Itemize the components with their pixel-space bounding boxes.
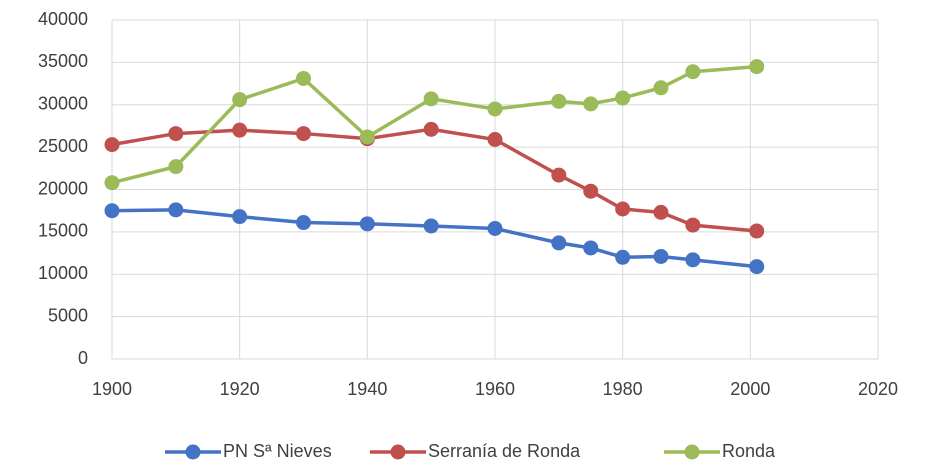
x-tick-label: 1940 xyxy=(347,379,387,399)
data-point xyxy=(615,201,631,217)
data-point xyxy=(653,80,669,96)
data-point xyxy=(685,64,701,80)
data-point xyxy=(551,235,567,251)
y-tick-label: 35000 xyxy=(38,51,88,71)
data-point xyxy=(296,126,311,142)
legend-label: PN Sª Nieves xyxy=(223,441,332,461)
data-point xyxy=(653,204,669,220)
data-point xyxy=(104,137,120,153)
data-point xyxy=(615,249,631,265)
data-point xyxy=(749,259,765,275)
data-point xyxy=(168,159,184,175)
data-point xyxy=(653,248,669,264)
data-point xyxy=(359,216,375,232)
data-point xyxy=(423,121,439,137)
data-point xyxy=(104,175,120,191)
y-tick-label: 40000 xyxy=(38,9,88,29)
data-point xyxy=(487,101,503,117)
data-point xyxy=(423,218,439,234)
data-point xyxy=(104,203,120,219)
data-point xyxy=(232,122,248,138)
data-point xyxy=(685,217,701,233)
data-point xyxy=(359,129,375,145)
y-tick-label: 15000 xyxy=(38,221,88,241)
data-point xyxy=(487,220,503,236)
x-tick-label: 1960 xyxy=(475,379,515,399)
data-point xyxy=(551,93,567,109)
x-tick-label: 2000 xyxy=(730,379,770,399)
data-point xyxy=(685,252,701,268)
x-tick-label: 2020 xyxy=(858,379,898,399)
legend-marker xyxy=(185,444,201,460)
data-point xyxy=(296,215,311,231)
data-point xyxy=(551,167,567,183)
data-point xyxy=(583,183,599,199)
data-point xyxy=(583,240,599,256)
data-point xyxy=(168,202,184,218)
legend-marker xyxy=(684,444,700,460)
y-tick-label: 30000 xyxy=(38,94,88,114)
data-point xyxy=(232,209,248,225)
y-tick-label: 10000 xyxy=(38,263,88,283)
data-point xyxy=(232,92,248,108)
legend-label: Serranía de Ronda xyxy=(428,441,581,461)
data-point xyxy=(749,59,765,75)
data-point xyxy=(296,70,311,86)
data-point xyxy=(615,90,631,106)
y-tick-label: 5000 xyxy=(48,305,88,325)
legend-marker xyxy=(390,444,406,460)
y-tick-label: 20000 xyxy=(38,178,88,198)
data-point xyxy=(583,96,599,112)
x-tick-label: 1980 xyxy=(603,379,643,399)
y-tick-label: 25000 xyxy=(38,136,88,156)
data-point xyxy=(749,223,765,239)
x-tick-label: 1920 xyxy=(220,379,260,399)
legend-label: Ronda xyxy=(722,441,776,461)
data-point xyxy=(423,91,439,107)
y-tick-label: 0 xyxy=(78,348,88,368)
x-tick-label: 1900 xyxy=(92,379,132,399)
data-point xyxy=(487,131,503,147)
data-point xyxy=(168,126,184,142)
